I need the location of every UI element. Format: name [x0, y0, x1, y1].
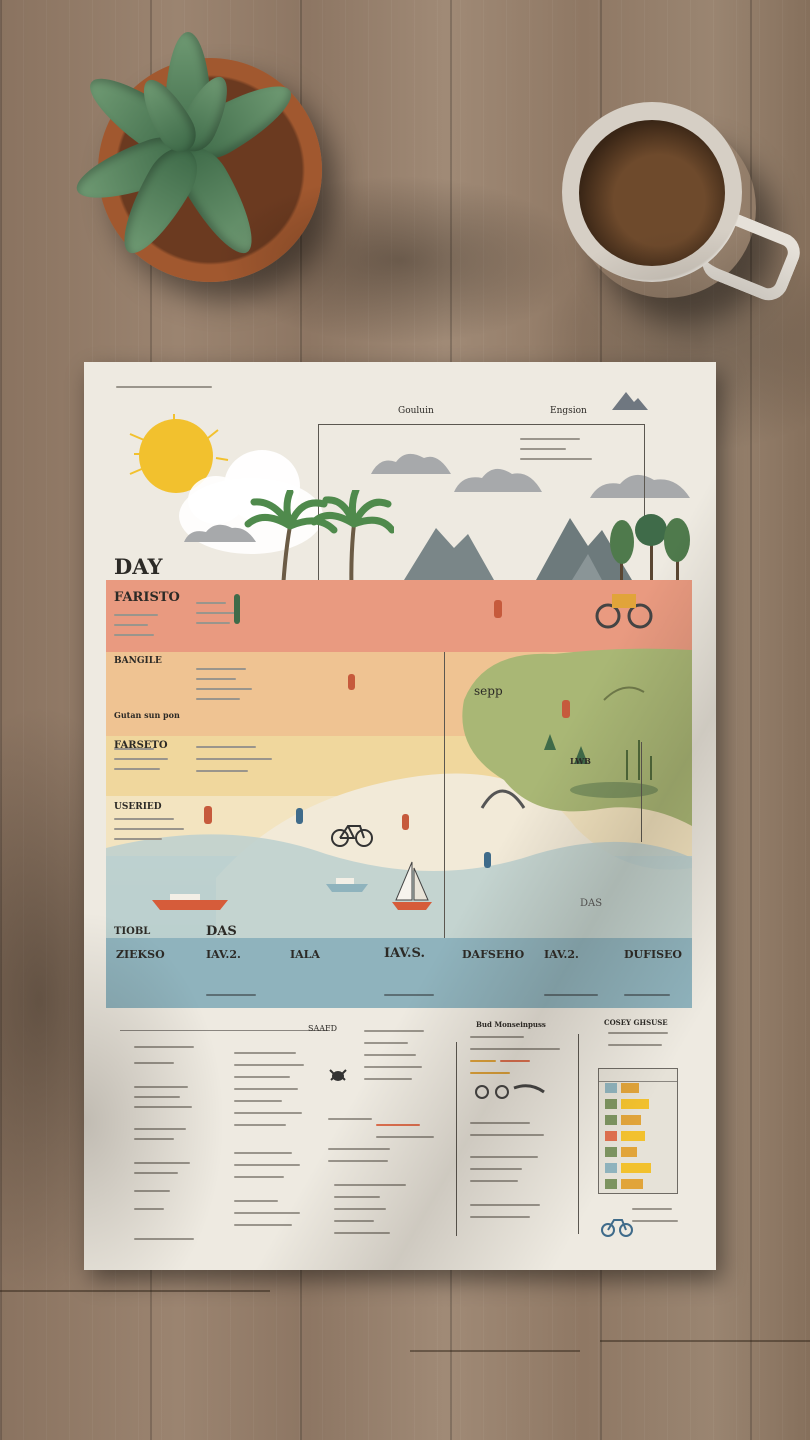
- note-line: [114, 828, 184, 830]
- band-salmon: [106, 580, 692, 652]
- green-meadow: [462, 648, 692, 826]
- plank-seam: [0, 1290, 270, 1292]
- cloud-icon: [371, 453, 451, 474]
- day-title: DAY: [114, 554, 163, 579]
- header-note-line: [520, 438, 580, 440]
- bottom-label: IAV.S.: [384, 946, 426, 961]
- boat-icon: [326, 878, 368, 892]
- band-note: [624, 994, 670, 996]
- zone-label: FARSETO: [114, 740, 168, 751]
- cloud-icon: [590, 474, 690, 498]
- band-slate: [106, 938, 692, 1008]
- schedule-divider: [456, 1042, 457, 1236]
- note-line: [196, 688, 252, 690]
- bottom-label: IALA: [290, 948, 320, 961]
- beach-wave: [106, 773, 692, 938]
- note-line: [196, 758, 272, 760]
- bottom-label: DUFISEO: [624, 948, 682, 961]
- cloud-icon: [454, 468, 542, 492]
- mountain-range: [404, 518, 632, 580]
- note-line: [114, 748, 154, 750]
- zone-label: BANGILE: [114, 656, 162, 666]
- note-line: [196, 668, 246, 670]
- grid-caption: [608, 1044, 662, 1046]
- note-line: [114, 634, 154, 636]
- header-label-left: Gouluin: [398, 406, 434, 416]
- header-note-line: [520, 458, 592, 460]
- sun-icon: [129, 414, 229, 493]
- mountain-icon: [612, 392, 648, 410]
- note-line: [114, 838, 162, 840]
- map-label: DAS: [580, 898, 603, 909]
- note-line: [196, 678, 236, 680]
- bicycle-icon: [601, 1219, 633, 1237]
- header-frame-right: [644, 424, 645, 544]
- note-line: [196, 612, 236, 614]
- band-note: [544, 994, 598, 996]
- crab-icon: [329, 1069, 347, 1081]
- plank-seam: [600, 1340, 810, 1342]
- note-line: [114, 624, 148, 626]
- column-divider: [641, 742, 642, 842]
- grid-caption: [632, 1220, 678, 1222]
- activity-grid: [598, 1068, 678, 1194]
- boat-icon: [152, 894, 228, 910]
- header-label-right: Engsion: [550, 406, 587, 416]
- bicycle-icon: [595, 594, 653, 629]
- note-line: [196, 602, 226, 604]
- grid-caption: [608, 1032, 668, 1034]
- poster-header-scribble: [116, 386, 212, 388]
- cloud-icon: [184, 524, 256, 542]
- schedule-heading: Bud Monseinpuss: [476, 1020, 546, 1029]
- sailboat-icon: [392, 861, 432, 910]
- header-note-line: [520, 448, 566, 450]
- note-line: [196, 622, 230, 624]
- schedule-divider: [578, 1034, 579, 1234]
- plank-seam: [410, 1350, 580, 1352]
- bottom-label: IAV.2.: [206, 948, 241, 961]
- note-line: [114, 818, 174, 820]
- note-line: [114, 614, 158, 616]
- bottom-label: DAS: [206, 924, 237, 939]
- tree-icon: [610, 514, 690, 596]
- bottom-label: IAV.2.: [544, 948, 579, 961]
- bicycle-icon: [475, 1084, 545, 1099]
- note-line: [114, 758, 168, 760]
- map-label: sepp: [474, 684, 503, 698]
- map-label: LWB: [570, 756, 591, 766]
- zone-label: USERIED: [114, 802, 162, 812]
- schedule-heading: COSEY GHSUSE: [604, 1018, 668, 1027]
- band-note: [384, 994, 434, 996]
- bottom-label: DAFSEHO: [462, 948, 525, 961]
- column-divider: [444, 652, 445, 938]
- zone-label: FARISTO: [114, 590, 180, 605]
- header-frame-top: [318, 424, 644, 425]
- schedule-heading: SAAFD: [308, 1024, 337, 1033]
- schedule-rule: [120, 1030, 330, 1031]
- bicycle-icon: [331, 825, 373, 847]
- note-line: [196, 746, 256, 748]
- band-note: [206, 994, 256, 996]
- zone-label: Gutan sun pon: [114, 710, 180, 720]
- grid-caption: [632, 1208, 672, 1210]
- bottom-label: ZIEKSO: [116, 948, 165, 961]
- note-line: [196, 770, 248, 772]
- swing-arch-icon: [480, 789, 526, 809]
- infographic-poster: Gouluin Engsion DAY: [84, 362, 716, 1270]
- bottom-label: TIOBL: [114, 926, 151, 937]
- coffee-surface: [579, 120, 725, 266]
- note-line: [196, 698, 240, 700]
- note-line: [114, 768, 160, 770]
